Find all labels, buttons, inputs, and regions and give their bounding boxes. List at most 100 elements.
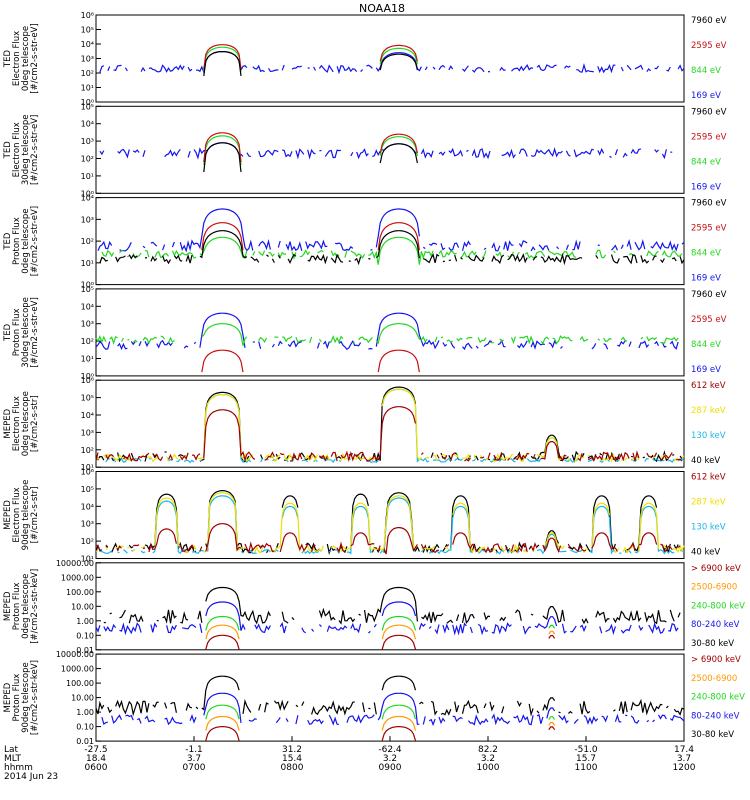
y-axis-label-line: [#/cm2-s-str-eV] [30,297,40,367]
legend-entry: 30-80 keV [691,730,734,740]
series-line [99,51,685,75]
legend-entry: 287 keV [691,498,726,508]
y-tick-label: 10⁰ [81,98,94,107]
y-tick-label: 10³ [81,137,94,146]
legend-entry: 40 keV [691,456,720,466]
y-tick-label: 100.00 [66,588,94,597]
y-axis-label-line: [#/cm2-s-str] [30,395,40,452]
x-tick-label-mlt: 3.2 [383,754,397,764]
series-line [201,222,420,251]
y-axis-label-line: [#/cm2-s-str-eV] [30,206,40,276]
y-tick-label: 10⁵ [81,26,94,35]
x-tick-label-mlt: 15.7 [576,754,596,764]
y-axis-label-line: 30deg telescope [21,297,31,368]
y-tick-label: 10¹ [81,172,94,181]
series-line [105,388,685,464]
y-axis-label-line: TED [3,232,13,251]
series-line [203,142,418,173]
series-line [104,588,684,624]
y-tick-label: 10² [81,537,94,546]
y-axis-label-line: Proton Flux [12,674,22,722]
series-line [95,675,685,717]
y-tick-label: 0.01 [76,646,94,655]
legend-entry: 240-800 keV [691,693,745,703]
x-tick-label-time: 0800 [281,763,304,773]
y-tick-label: 1000.00 [61,573,94,582]
legend-entry: 40 keV [691,548,720,558]
series-line [101,692,685,727]
y-tick-label: 10³ [81,520,94,529]
y-axis-label-line: Electron Flux [12,487,22,542]
y-tick-label: 10⁴ [81,302,94,311]
y-tick-label: 10¹ [81,555,94,564]
y-tick-label: 10⁶ [81,468,94,477]
legend-entry: 2500-6900 [691,583,737,593]
legend-entry: 169 eV [691,274,721,284]
y-tick-label: 10⁰ [81,372,94,381]
y-axis-label-line: 0deg telescope [21,26,31,91]
series-line [95,386,683,464]
series-line [95,492,685,554]
x-tick-label-lat: -1.1 [185,745,203,755]
series-line [95,388,685,463]
panel-2: 10⁰ 10¹ 10² 10³ 10⁴ 10⁵ TED Electron Flux 30deg … [3,102,727,198]
y-tick-label: 10² [81,69,94,78]
series-line [99,230,685,266]
series-line [95,406,683,463]
y-tick-label: 0.10 [76,723,94,732]
y-axis-label-line: TED [3,141,13,160]
panel-4: 10⁰ 10¹ 10² 10³ 10⁴ 10⁵ TED Proton Flux 30deg te… [3,285,727,381]
y-tick-label: 0.01 [76,737,94,746]
legend-entry: 2595 eV [691,132,727,142]
y-tick-label: 10⁵ [81,485,94,494]
y-tick-label: 10¹ [81,259,94,268]
legend-entry: 844 eV [691,66,721,76]
legend-entry: 612 keV [691,473,726,483]
y-axis-label-line: MEPED [3,591,13,621]
y-axis-label-line: 90deg telescope [21,480,31,551]
panel-8: 0.01 0.10 1.00 10.00 100.00 1000.00 10000.00 ME… [3,650,745,746]
y-tick-label: 1.00 [76,617,94,626]
legend-entry: 30-80 keV [691,639,734,649]
legend-entry: 80-240 keV [691,711,740,721]
panel-1: 10⁰ 10¹ 10² 10³ 10⁴ 10⁵ 10⁶ TED Electron Flux 0de… [3,11,727,107]
series-line [203,135,418,166]
y-tick-label: 0.10 [76,631,94,640]
series-line [205,715,556,731]
series-line [203,51,418,77]
x-tick-label-lat: 82.2 [478,745,498,755]
panel-5: 10¹ 10² 10³ 10⁴ 10⁵ 10⁶ MEPED Electron Flux 0deg… [3,376,726,472]
x-tick-label-time: 0600 [85,763,108,773]
series-line [205,704,556,720]
x-tick-label-mlt: 15.4 [282,754,302,764]
legend-entry: 7960 eV [691,107,727,117]
legend-entry: 7960 eV [691,290,727,300]
y-axis-label-line: Electron Flux [12,31,22,86]
legend-entry: 169 eV [691,365,721,375]
y-tick-label: 10¹ [81,84,94,93]
y-axis-label-line: 0deg telescope [21,208,31,273]
y-tick-label: 10⁶ [81,11,94,20]
y-tick-label: 10⁴ [81,120,94,129]
y-axis-label-line: [#/cm2-s-str-keV] [30,569,40,644]
y-tick-label: 10⁴ [81,502,94,511]
y-axis-label-line: 30deg telescope [21,114,31,185]
legend-entry: 844 eV [691,340,721,350]
series-line [99,142,673,160]
series-line [95,323,679,346]
x-row-label: MLT [4,754,22,764]
legend-entry: 612 keV [691,381,726,391]
y-tick-label: 10² [81,237,94,246]
y-tick-label: 10³ [81,320,94,329]
y-tick-label: 10000.00 [56,559,94,568]
date-label: 2014 Jun 23 [4,772,58,782]
y-axis-label-line: Proton Flux [12,582,22,630]
y-tick-label: 10000.00 [56,650,94,659]
legend-entry: > 6900 keV [691,655,741,665]
y-axis-label-line: TED [3,323,13,342]
x-tick-label-mlt: 3.7 [677,754,691,764]
y-axis-label-line: Electron Flux [12,122,22,177]
y-tick-label: 10¹ [81,463,94,472]
